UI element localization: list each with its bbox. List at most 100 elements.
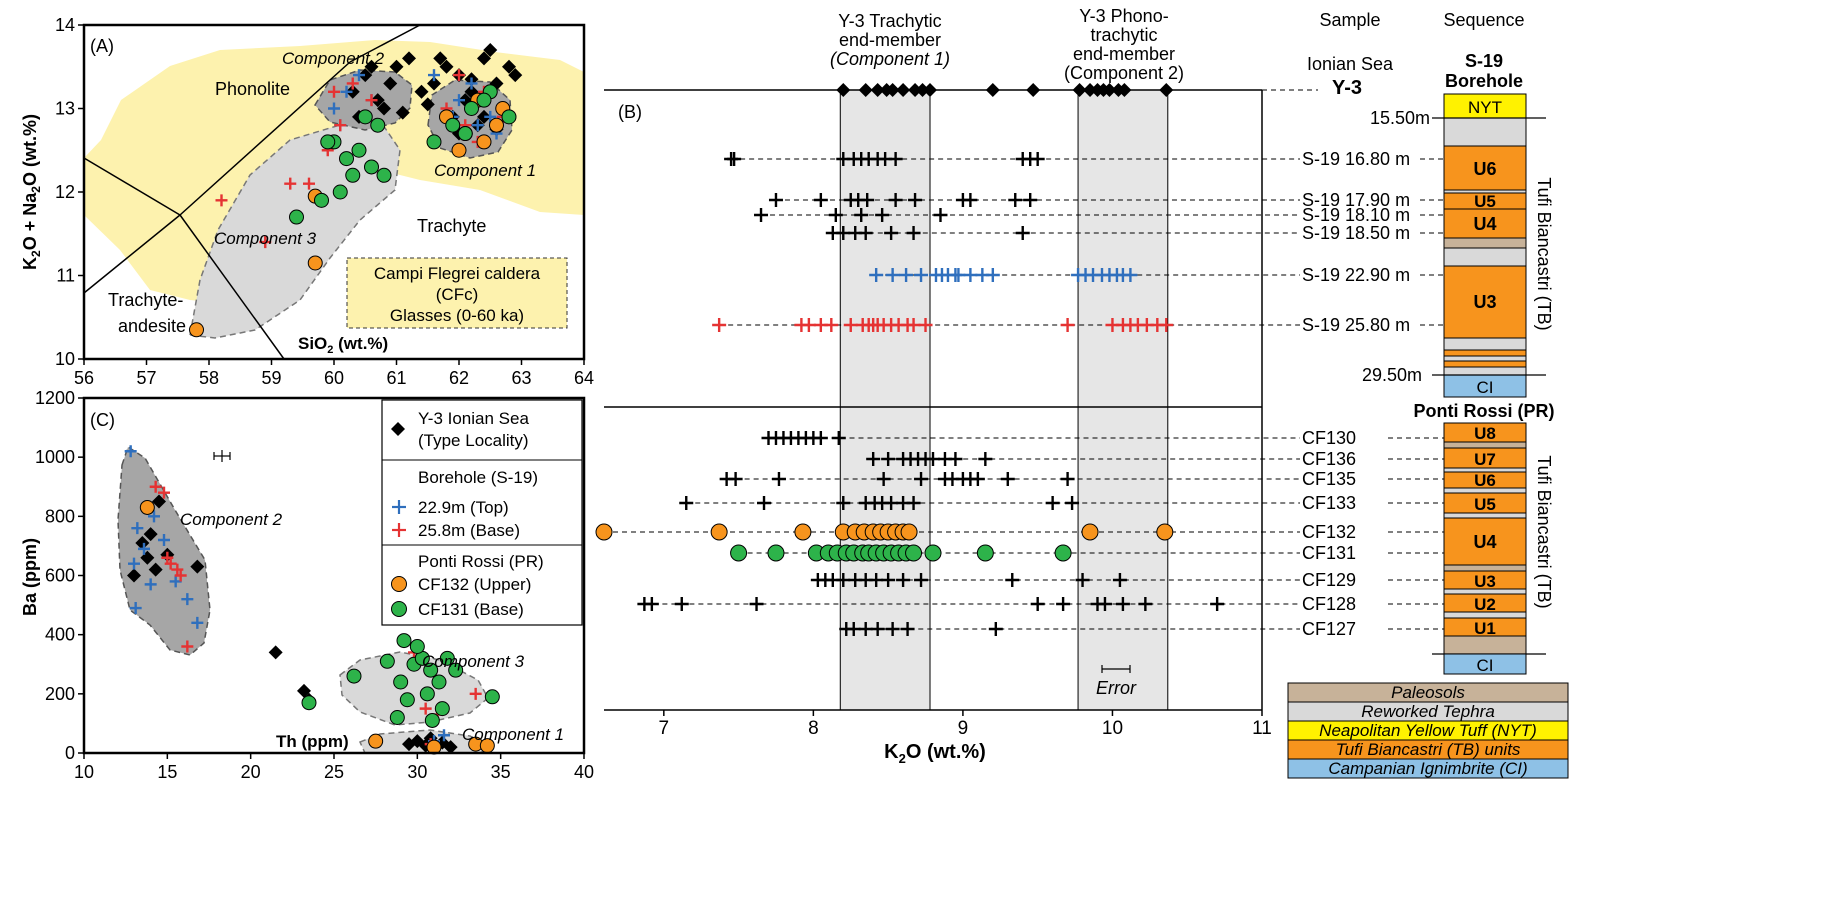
x-axis-label-a: SiO2 (wt.%)	[298, 334, 388, 356]
point-cf135	[914, 472, 929, 486]
point-y-3-ionian-sea	[433, 51, 448, 66]
point-s-19-16-80-m	[888, 152, 903, 166]
point-25-8m-base	[174, 569, 187, 582]
point-cf131	[924, 544, 942, 562]
tas-boundary-line	[179, 214, 285, 360]
point-25-8m-base	[158, 486, 170, 499]
point-y-3-ionian-sea	[135, 535, 150, 550]
field-label-trachyte-andesite: Trachyte-	[108, 290, 183, 310]
point-s-19-17-90-m	[908, 193, 923, 207]
point-s-19-22-90-m	[869, 268, 884, 282]
y-tick-label: 11	[56, 266, 75, 286]
point-s-19-18-10-m	[933, 208, 948, 222]
point-cf131-base	[376, 167, 392, 183]
legend-pr-title: Ponti Rossi (PR)	[418, 552, 544, 571]
legend-paleosols: Paleosols	[1391, 683, 1465, 702]
point-s-19-17-90-m	[813, 193, 828, 207]
point-y-3-ionian-sea	[370, 93, 385, 108]
point-y3	[870, 83, 885, 97]
point-y-3-ionian-sea	[483, 43, 498, 58]
point-cf129	[896, 573, 911, 587]
component-3-label: Component 3	[214, 229, 317, 248]
x-axis-label-c: Th (ppm)	[276, 732, 349, 751]
error-bar-c	[213, 450, 231, 462]
legend-swatch-ci	[1287, 758, 1569, 779]
legend-nyt: Neapolitan Yellow Tuff (NYT)	[1319, 721, 1537, 740]
phono-title: end-member	[1073, 44, 1175, 64]
point-cf129	[881, 573, 896, 587]
point-y3	[836, 83, 851, 97]
point-22-9m-top	[353, 69, 365, 82]
point-s-19-22-90-m	[963, 268, 978, 282]
x-tick-label: 35	[491, 762, 511, 782]
x-tick-label: 56	[74, 368, 94, 388]
component-2-label: Component 2	[282, 49, 385, 68]
point-y-3-ionian-sea	[420, 97, 435, 112]
point-cf133	[1045, 496, 1060, 510]
x-tick-label: 57	[136, 368, 156, 388]
legend-blue-plus-icon	[392, 500, 406, 514]
legend-red-plus-icon	[392, 523, 406, 537]
point-y3	[1083, 83, 1098, 97]
component-1-label-c: Component 1	[462, 725, 564, 744]
point-s-19-18-50-m	[884, 226, 899, 240]
point-y-3-ionian-sea	[383, 76, 398, 91]
row-label-s-19-22-90-m: S-19 22.90 m	[1302, 265, 1410, 285]
unit-label-u7: U7	[1474, 450, 1496, 469]
trachytic-title: Y-3 Trachytic	[838, 11, 941, 31]
point-cf131-base	[484, 689, 500, 705]
point-cf127	[846, 622, 861, 636]
component-2-label-c: Component 2	[180, 510, 283, 529]
point-y-3-ionian-sea	[345, 84, 360, 99]
point-y3	[885, 83, 900, 97]
point-s-19-17-90-m	[888, 193, 903, 207]
panel-b: 7 8 9 10 11 (B) Y-3 Trachytic end-member (Co…	[595, 6, 1525, 766]
point-22-9m-top	[138, 542, 150, 555]
point-cf135	[771, 472, 786, 486]
point-25-8m-base	[334, 119, 347, 132]
x-tick-label: 9	[958, 718, 969, 739]
point-22-9m-top	[181, 593, 194, 606]
point-cf132-upper	[139, 499, 155, 515]
row-label-s-19-16-80-m: S-19 16.80 m	[1302, 149, 1410, 169]
x-tick-label: 59	[261, 368, 281, 388]
point-y-3-ionian-sea	[477, 109, 491, 124]
panel-a-points	[189, 43, 523, 338]
point-s-19-16-80-m	[727, 152, 742, 166]
point-22-9m-top	[191, 616, 204, 629]
point-22-9m-top	[148, 510, 160, 523]
point-cf131-base	[314, 192, 329, 208]
point-y3	[908, 83, 923, 97]
point-y3	[1072, 83, 1087, 97]
point-s-19-25-80-m	[918, 318, 933, 332]
x-tick-label: 58	[199, 368, 219, 388]
point-cf129	[1075, 573, 1090, 587]
info-box-line: Campi Flegrei caldera	[374, 264, 541, 283]
sample-header: Sample	[1319, 10, 1380, 30]
legend-diamond-icon	[391, 422, 405, 436]
point-25-8m-base	[346, 77, 359, 90]
legend-ci: Campanian Ignimbrite (CI)	[1328, 759, 1527, 778]
point-cf131-base	[370, 117, 386, 133]
s19-title: Borehole	[1445, 71, 1523, 91]
y-tick-label: 1200	[35, 388, 75, 408]
y-tick-label: 1000	[35, 447, 75, 467]
row-label-cf133: CF133	[1302, 493, 1356, 513]
point-y-3-ionian-sea	[268, 645, 283, 660]
point-cf131	[767, 544, 785, 562]
y-tick-label: 13	[55, 99, 75, 119]
point-s-19-25-80-m	[843, 318, 858, 332]
point-s-19-18-50-m	[836, 226, 851, 240]
layer-reworked	[1443, 337, 1527, 351]
x-tick-label: 60	[324, 368, 344, 388]
phono-title: (Component 2)	[1064, 63, 1184, 83]
point-cf133	[906, 496, 921, 510]
unit-label-ci-pr: CI	[1477, 656, 1494, 675]
point-cf131-base	[289, 209, 304, 225]
row-label-cf135: CF135	[1302, 469, 1356, 489]
component-1-label: Component 1	[434, 161, 536, 180]
x-axis-label-b: K2O (wt.%)	[884, 741, 986, 766]
sequence-column: S-19 Borehole NYT U6 U5 U4 U3 CI 15.50m …	[1362, 51, 1555, 675]
point-cf135	[1060, 472, 1075, 486]
